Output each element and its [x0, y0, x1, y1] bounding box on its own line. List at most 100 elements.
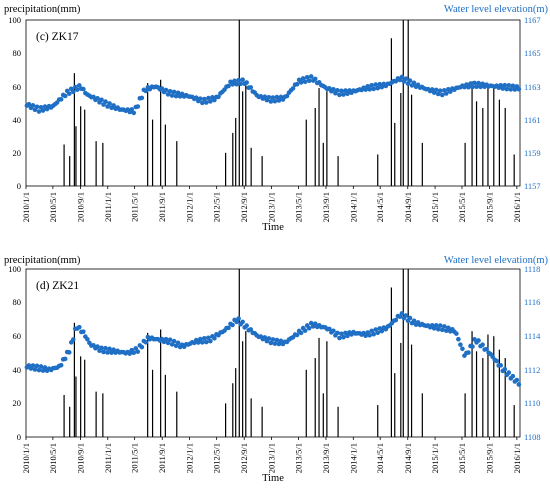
water-level-point	[75, 87, 80, 92]
water-level-point	[472, 80, 477, 86]
precipitation-bar	[176, 141, 178, 186]
water-level-point	[500, 86, 506, 91]
water-level-point	[454, 331, 459, 336]
x-tick-label: 2010/9/1	[75, 443, 85, 473]
precipitation-bar	[151, 369, 154, 437]
precipitation-bar	[245, 331, 247, 437]
water-level-point	[193, 95, 199, 100]
water-level-point	[270, 95, 276, 100]
water-level-point	[272, 98, 278, 104]
water-level-point	[248, 85, 254, 90]
water-level-point	[375, 330, 381, 336]
water-level-point	[397, 314, 403, 319]
water-level-point	[236, 77, 241, 83]
y-right-tick-label: 1118	[524, 264, 540, 274]
water-level-point	[474, 84, 479, 90]
water-level-point	[435, 326, 441, 332]
water-level-point	[131, 110, 137, 116]
water-level-point	[107, 346, 112, 352]
precipitation-bar	[225, 403, 227, 437]
x-tick-label: 2014/9/1	[403, 443, 413, 473]
water-level-point	[335, 330, 340, 336]
water-level-point	[167, 337, 173, 343]
water-level-point	[262, 335, 268, 340]
water-level-point	[268, 340, 274, 346]
water-level-points	[24, 74, 522, 116]
precipitation-bar	[377, 405, 379, 437]
water-level-point	[131, 350, 137, 356]
x-tick-label: 2012/5/1	[212, 192, 222, 222]
precipitation-bar	[63, 395, 65, 437]
water-level-point	[306, 78, 312, 84]
water-level-point	[341, 334, 346, 340]
water-level-point	[399, 311, 405, 316]
x-tick-label: 2010/5/1	[48, 192, 58, 222]
water-level-point	[244, 323, 249, 328]
x-tick-label: 2013/5/1	[293, 443, 303, 473]
water-level-point	[101, 349, 106, 355]
precipitation-bar	[69, 156, 71, 186]
precipitation-bar	[326, 341, 328, 437]
y-right-tick-label: 1110	[524, 398, 540, 408]
precipitation-bar	[314, 107, 316, 186]
water-level-point	[341, 92, 346, 97]
y-right-tick-label: 1108	[524, 432, 541, 442]
water-level-point	[163, 336, 169, 342]
water-level-point	[70, 89, 76, 95]
precipitation-bar	[95, 141, 97, 186]
x-tick-label: 2015/9/1	[485, 192, 495, 222]
water-level-point	[36, 367, 42, 373]
water-level-point	[284, 93, 290, 99]
water-level-point	[270, 337, 276, 342]
x-ticks: 2010/1/1 2010/5/1 2010/9/1 2011/1/1 2011/5/1…	[21, 437, 522, 473]
precipitation-bar	[394, 373, 396, 437]
precipitation-bar	[498, 99, 500, 186]
y-axis-label-right: Water level elevation(m)	[444, 255, 549, 266]
precipitation-bar	[318, 337, 320, 437]
water-level-point	[58, 97, 64, 102]
water-level-point	[77, 324, 82, 330]
x-tick-label: 2013/9/1	[321, 192, 331, 222]
water-level-point	[435, 91, 441, 97]
water-level-point	[498, 363, 504, 368]
water-level-point	[411, 80, 417, 86]
precipitation-bar	[160, 329, 162, 437]
precipitation-bars	[63, 20, 515, 187]
water-level-point	[262, 94, 268, 99]
precipitation-bar	[80, 356, 82, 437]
x-tick-label: 2014/5/1	[375, 443, 385, 473]
water-level-point	[70, 337, 76, 342]
water-level-point	[304, 75, 310, 80]
water-level-point	[480, 342, 485, 348]
plot-area	[25, 19, 521, 187]
water-level-point	[81, 86, 86, 92]
water-level-point	[433, 87, 439, 93]
precipitation-bar	[250, 398, 252, 437]
y-tick-label: 80	[13, 48, 22, 58]
water-level-point	[163, 87, 169, 93]
water-level-point	[460, 346, 465, 352]
water-level-point	[403, 76, 409, 81]
precipitation-bar	[261, 156, 263, 186]
precipitation-bar	[471, 331, 473, 437]
water-level-point	[276, 98, 282, 103]
water-level-point	[198, 96, 203, 101]
water-level-point	[403, 313, 409, 318]
water-level-point	[502, 366, 508, 372]
precipitation-bar	[318, 88, 320, 186]
x-tick-label: 2010/1/1	[21, 443, 31, 473]
precipitation-bar	[73, 73, 75, 186]
precipitation-bar	[402, 20, 404, 186]
water-level-point	[143, 339, 149, 345]
precipitation-bar	[326, 91, 328, 186]
precipitation-bars	[63, 269, 515, 437]
water-level-point	[337, 335, 342, 341]
water-level-point	[40, 108, 46, 113]
plot-frame	[25, 19, 521, 187]
water-level-point	[36, 109, 42, 114]
water-level-point	[204, 339, 209, 345]
water-level-point	[510, 373, 516, 379]
precipitation-bar	[482, 358, 484, 437]
water-level-point	[135, 104, 141, 109]
water-level-point	[204, 100, 209, 105]
